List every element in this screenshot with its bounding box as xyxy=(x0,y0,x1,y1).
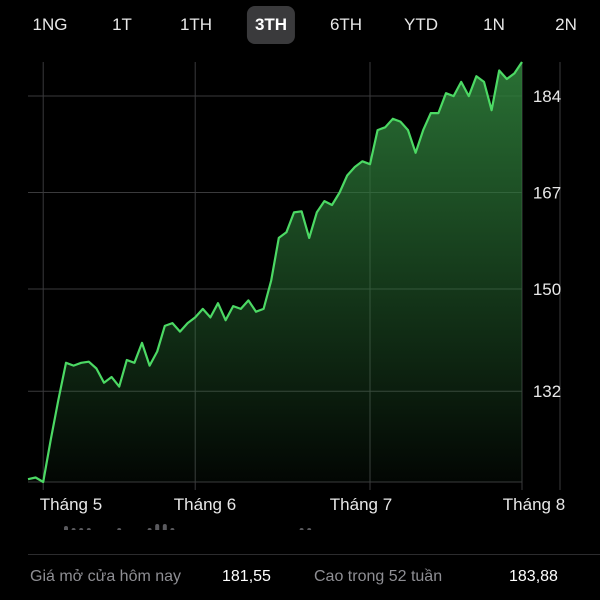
volume-bar xyxy=(79,528,84,542)
y-tick-label-184: 184 xyxy=(533,87,561,106)
tab-3th[interactable]: 3TH xyxy=(246,6,296,44)
price-area xyxy=(28,62,522,482)
x-tick-label-1: Tháng 6 xyxy=(174,495,236,514)
tab-6th[interactable]: 6TH xyxy=(329,15,363,34)
x-tick-label-3: Tháng 8 xyxy=(503,495,565,514)
tab-1t[interactable]: 1T xyxy=(112,15,132,34)
open-price-label: Giá mở cửa hôm nay xyxy=(30,568,182,585)
volume-bar xyxy=(64,526,68,542)
price-line xyxy=(27,61,523,484)
stats-row: Giá mở cửa hôm nay 181,55 Cao trong 52 t… xyxy=(0,556,600,600)
volume-bar xyxy=(71,528,76,542)
y-tick-label-167: 167 xyxy=(533,184,561,203)
year-high-label: Cao trong 52 tuần xyxy=(314,568,443,585)
stats-divider xyxy=(28,554,600,555)
tab-ytd[interactable]: YTD xyxy=(404,15,438,34)
x-tick-label-0: Tháng 5 xyxy=(40,495,102,514)
volume-bar xyxy=(299,528,304,542)
volume-bar xyxy=(147,528,152,542)
range-tabs: 1NG 1T 1TH 3TH 6TH YTD 1N 2N xyxy=(0,0,600,50)
volume-bar xyxy=(162,524,167,542)
volume-bar xyxy=(117,528,122,542)
year-high-value: 183,88 xyxy=(509,568,558,585)
y-tick-label-132: 132 xyxy=(533,382,561,401)
y-tick-label-150: 150 xyxy=(533,280,561,299)
tab-1th[interactable]: 1TH xyxy=(179,15,213,34)
volume-bar xyxy=(155,524,160,542)
tab-1ng[interactable]: 1NG xyxy=(32,15,68,34)
volume-bar xyxy=(86,528,91,542)
price-chart: 132 150 167 184 Tháng 5 Tháng 6 Tháng 7 Tháng 8 xyxy=(0,50,600,542)
volume-bar xyxy=(307,528,312,542)
open-price-value: 181,55 xyxy=(222,568,271,585)
price-chart-svg: 132 150 167 184 Tháng 5 Tháng 6 Tháng 7 Tháng 8 xyxy=(26,61,565,542)
x-tick-label-2: Tháng 7 xyxy=(330,495,392,514)
tab-2n[interactable]: 2N xyxy=(555,15,577,34)
volume-bar xyxy=(170,528,175,542)
tab-1n[interactable]: 1N xyxy=(483,15,505,34)
